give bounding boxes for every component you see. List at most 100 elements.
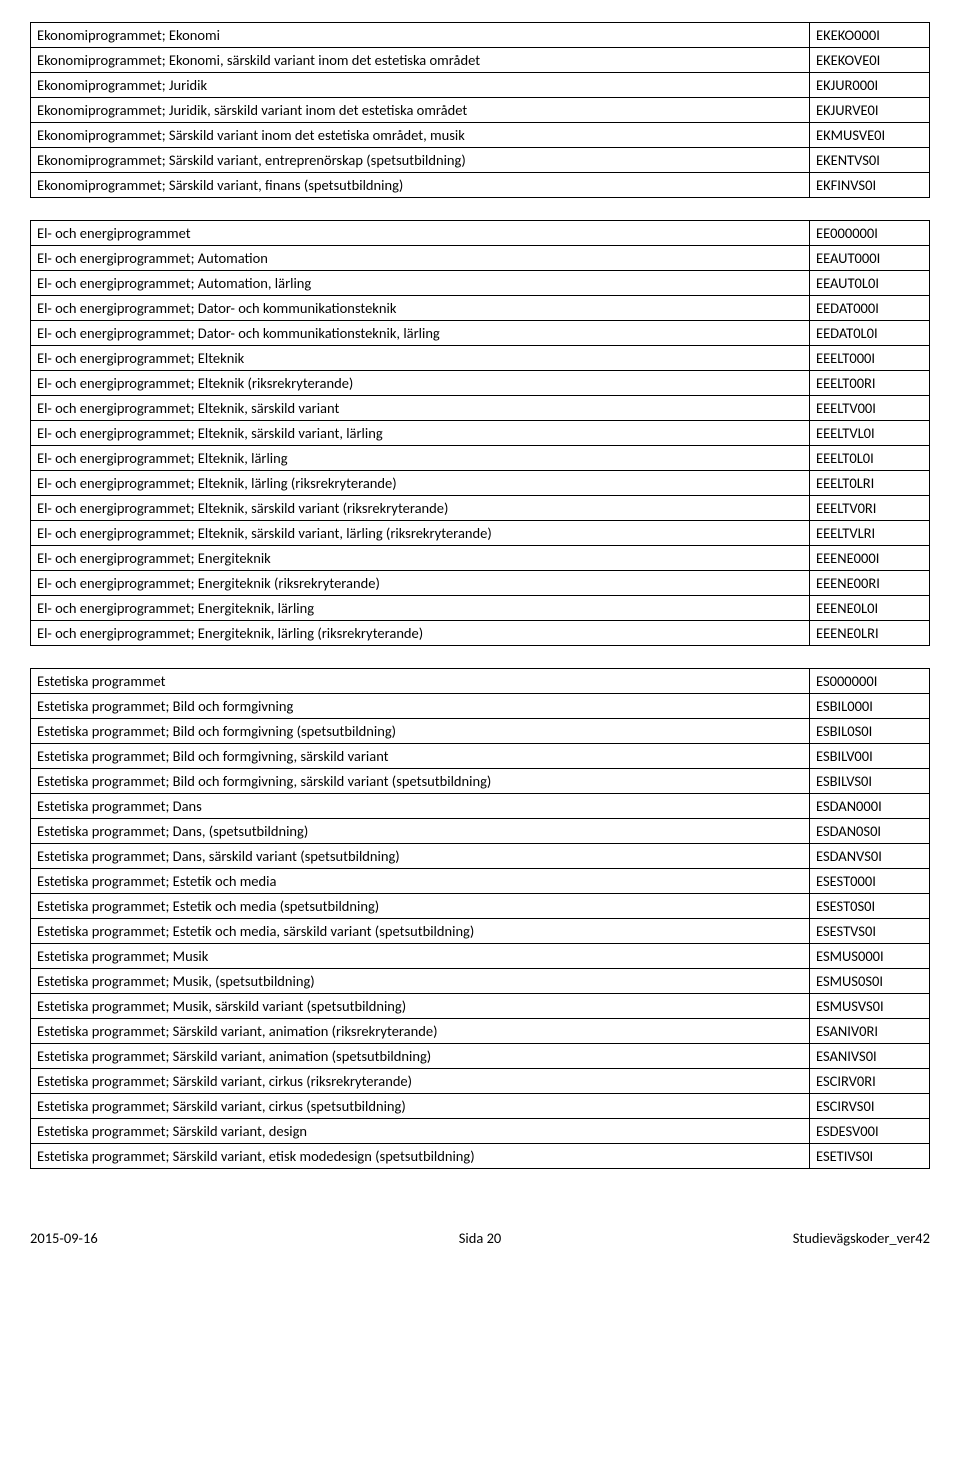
program-name: El- och energiprogrammet; Elteknik, särs… <box>31 521 810 546</box>
code-table: Estetiska programmetES000000IEstetiska p… <box>30 668 930 1169</box>
table-row: Estetiska programmet; Bild och formgivni… <box>31 694 930 719</box>
program-name: El- och energiprogrammet; Elteknik, särs… <box>31 421 810 446</box>
program-code: ESESTVS0I <box>810 919 930 944</box>
table-row: Estetiska programmet; Särskild variant, … <box>31 1119 930 1144</box>
table-row: Estetiska programmet; Särskild variant, … <box>31 1069 930 1094</box>
table-row: El- och energiprogrammet; Elteknik, lärl… <box>31 446 930 471</box>
program-code: EEAUT0L0I <box>810 271 930 296</box>
program-code: EEELT00RI <box>810 371 930 396</box>
program-name: Estetiska programmet; Estetik och media,… <box>31 919 810 944</box>
table-row: El- och energiprogrammet; ElteknikEEELT0… <box>31 346 930 371</box>
table-row: Ekonomiprogrammet; Ekonomi, särskild var… <box>31 48 930 73</box>
table-row: El- och energiprogrammet; Elteknik, särs… <box>31 496 930 521</box>
program-code: ESDANVS0I <box>810 844 930 869</box>
table-row: Estetiska programmet; Dans, särskild var… <box>31 844 930 869</box>
table-row: El- och energiprogrammet; Dator- och kom… <box>31 296 930 321</box>
program-name: Estetiska programmet; Bild och formgivni… <box>31 719 810 744</box>
program-name: Ekonomiprogrammet; Juridik <box>31 73 810 98</box>
table-row: Ekonomiprogrammet; Särskild variant, ent… <box>31 148 930 173</box>
program-code: ESANIV0RI <box>810 1019 930 1044</box>
program-code: EKJUR000I <box>810 73 930 98</box>
program-code: EEAUT000I <box>810 246 930 271</box>
table-row: El- och energiprogrammet; AutomationEEAU… <box>31 246 930 271</box>
program-name: El- och energiprogrammet; Dator- och kom… <box>31 296 810 321</box>
program-code: EEELT0LRI <box>810 471 930 496</box>
table-row: Ekonomiprogrammet; Juridik, särskild var… <box>31 98 930 123</box>
program-code: ESBIL0S0I <box>810 719 930 744</box>
program-code: EEDAT000I <box>810 296 930 321</box>
program-name: El- och energiprogrammet; Elteknik (riks… <box>31 371 810 396</box>
table-row: Estetiska programmet; Dans, (spetsutbild… <box>31 819 930 844</box>
program-name: Estetiska programmet; Särskild variant, … <box>31 1019 810 1044</box>
table-row: Ekonomiprogrammet; Särskild variant, fin… <box>31 173 930 198</box>
program-code: ESCIRV0RI <box>810 1069 930 1094</box>
table-row: Ekonomiprogrammet; JuridikEKJUR000I <box>31 73 930 98</box>
table-row: Ekonomiprogrammet; Särskild variant inom… <box>31 123 930 148</box>
program-code: EEENE0L0I <box>810 596 930 621</box>
program-name: Estetiska programmet; Dans <box>31 794 810 819</box>
table-row: Estetiska programmet; Bild och formgivni… <box>31 744 930 769</box>
program-code: EEELT000I <box>810 346 930 371</box>
table-row: Estetiska programmet; MusikESMUS000I <box>31 944 930 969</box>
program-name: El- och energiprogrammet; Elteknik <box>31 346 810 371</box>
program-name: El- och energiprogrammet; Elteknik, särs… <box>31 396 810 421</box>
program-code: EEELTV0RI <box>810 496 930 521</box>
program-code: ESBILV00I <box>810 744 930 769</box>
program-code: EEDAT0L0I <box>810 321 930 346</box>
program-code: ESBILVS0I <box>810 769 930 794</box>
program-code: EEELTV00I <box>810 396 930 421</box>
tables-container: Ekonomiprogrammet; EkonomiEKEKO000IEkono… <box>30 22 930 1169</box>
program-name: Estetiska programmet; Särskild variant, … <box>31 1069 810 1094</box>
table-row: Estetiska programmet; Musik, (spetsutbil… <box>31 969 930 994</box>
table-row: El- och energiprogrammet; Elteknik, särs… <box>31 396 930 421</box>
program-name: El- och energiprogrammet <box>31 221 810 246</box>
table-row: Estetiska programmet; Estetik och media … <box>31 894 930 919</box>
program-name: El- och energiprogrammet; Energiteknik (… <box>31 571 810 596</box>
code-table: Ekonomiprogrammet; EkonomiEKEKO000IEkono… <box>30 22 930 198</box>
program-name: Estetiska programmet; Estetik och media … <box>31 894 810 919</box>
program-name: El- och energiprogrammet; Energiteknik, … <box>31 621 810 646</box>
table-row: El- och energiprogrammet; Elteknik, särs… <box>31 421 930 446</box>
table-row: El- och energiprogrammet; Energiteknik (… <box>31 571 930 596</box>
program-name: Estetiska programmet; Musik, (spetsutbil… <box>31 969 810 994</box>
table-row: Ekonomiprogrammet; EkonomiEKEKO000I <box>31 23 930 48</box>
table-row: El- och energiprogrammet; Dator- och kom… <box>31 321 930 346</box>
program-name: Estetiska programmet; Särskild variant, … <box>31 1119 810 1144</box>
program-code: ESANIVS0I <box>810 1044 930 1069</box>
program-code: ESEST000I <box>810 869 930 894</box>
program-name: Ekonomiprogrammet; Ekonomi <box>31 23 810 48</box>
program-name: Ekonomiprogrammet; Särskild variant, fin… <box>31 173 810 198</box>
program-code: EKENTVS0I <box>810 148 930 173</box>
program-name: Estetiska programmet <box>31 669 810 694</box>
table-row: El- och energiprogrammet; Energiteknik, … <box>31 621 930 646</box>
program-name: Ekonomiprogrammet; Särskild variant, ent… <box>31 148 810 173</box>
table-row: Estetiska programmet; DansESDAN000I <box>31 794 930 819</box>
program-code: EKJURVE0I <box>810 98 930 123</box>
program-name: El- och energiprogrammet; Automation <box>31 246 810 271</box>
table-row: Estetiska programmet; Musik, särskild va… <box>31 994 930 1019</box>
program-name: El- och energiprogrammet; Energiteknik <box>31 546 810 571</box>
program-name: El- och energiprogrammet; Elteknik, lärl… <box>31 446 810 471</box>
footer-date: 2015-09-16 <box>30 1229 98 1247</box>
program-name: Ekonomiprogrammet; Juridik, särskild var… <box>31 98 810 123</box>
program-code: ESEST0S0I <box>810 894 930 919</box>
program-code: EKEKO000I <box>810 23 930 48</box>
program-code: EKFINVS0I <box>810 173 930 198</box>
program-code: ESMUS0S0I <box>810 969 930 994</box>
program-code: ESMUS000I <box>810 944 930 969</box>
table-row: Estetiska programmetES000000I <box>31 669 930 694</box>
program-name: El- och energiprogrammet; Automation, lä… <box>31 271 810 296</box>
program-code: EKEKOVE0I <box>810 48 930 73</box>
program-code: ESBIL000I <box>810 694 930 719</box>
table-row: El- och energiprogrammet; Elteknik, lärl… <box>31 471 930 496</box>
footer-doc: Studievägskoder_ver42 <box>793 1229 930 1247</box>
table-row: Estetiska programmet; Estetik och mediaE… <box>31 869 930 894</box>
program-name: Estetiska programmet; Bild och formgivni… <box>31 694 810 719</box>
program-code: EEELTVLRI <box>810 521 930 546</box>
program-name: Estetiska programmet; Bild och formgivni… <box>31 769 810 794</box>
program-code: ESMUSVS0I <box>810 994 930 1019</box>
table-row: Estetiska programmet; Estetik och media,… <box>31 919 930 944</box>
table-row: Estetiska programmet; Bild och formgivni… <box>31 719 930 744</box>
program-code: ESETIVS0I <box>810 1144 930 1169</box>
table-row: El- och energiprogrammet; Energiteknik, … <box>31 596 930 621</box>
